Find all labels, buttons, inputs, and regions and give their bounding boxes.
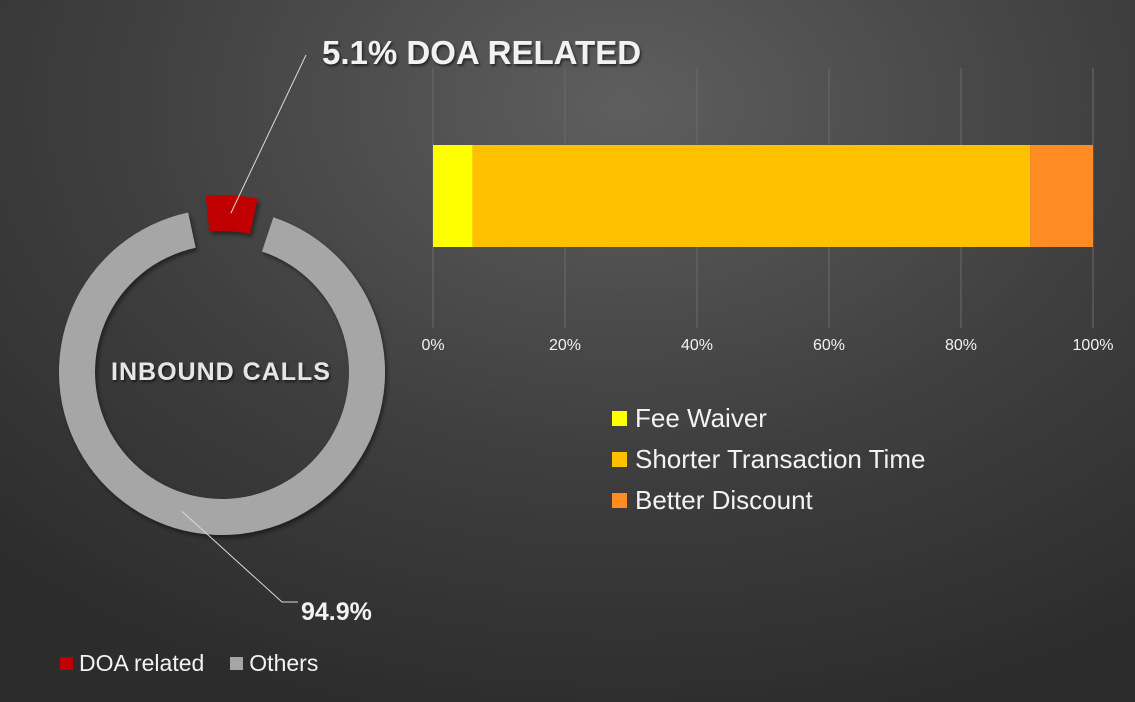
legend-swatch-shorter-transaction-time [612,452,627,467]
bar-segment-shorter-transaction-time [472,145,1031,247]
donut-chart: 5.1% DOA RELATED 94.9% INBOUND CALLS [58,34,641,626]
legend-label-shorter-transaction-time: Shorter Transaction Time [635,444,926,474]
legend-label-others: Others [249,650,319,676]
legend-swatch-fee-waiver [612,411,627,426]
bar-segment-fee-waiver [433,145,473,247]
leader-line-doa [230,54,307,214]
legend-item-shorter-transaction-time: Shorter Transaction Time [612,444,925,475]
legend-swatch-doa-related [60,657,73,670]
x-tick-label: 40% [681,337,713,354]
legend-label-doa-related: DOA related [79,650,205,676]
x-axis-tick-labels: 0% 20% 40% 60% 80% 100% [421,337,1113,354]
legend-label-better-discount: Better Discount [635,485,813,515]
legend-swatch-others [230,657,244,670]
bar-legend: Fee Waiver Shorter Transaction Time Bett… [612,403,925,516]
x-tick-label: 20% [549,337,581,354]
donut-legend: DOA related Others [60,650,318,677]
x-tick-label: 60% [813,337,845,354]
donut-center-label: INBOUND CALLS [111,358,331,386]
legend-swatch-better-discount [612,493,627,508]
legend-item-others: Others [230,650,318,677]
x-tick-label: 0% [421,337,444,354]
bar-segment-better-discount [1030,145,1093,247]
bar-segments [433,145,1093,247]
x-tick-label: 100% [1073,337,1114,354]
donut-slice-doa-related [205,195,258,234]
leader-line-others [181,511,298,603]
legend-label-fee-waiver: Fee Waiver [635,403,767,433]
doa-data-label: 5.1% DOA RELATED [322,34,641,71]
legend-item-doa-related: DOA related [60,650,204,677]
stacked-bar-chart: 0% 20% 40% 60% 80% 100% [421,68,1113,354]
legend-item-fee-waiver: Fee Waiver [612,403,925,434]
others-data-label: 94.9% [301,598,372,626]
legend-item-better-discount: Better Discount [612,485,925,516]
x-tick-label: 80% [945,337,977,354]
